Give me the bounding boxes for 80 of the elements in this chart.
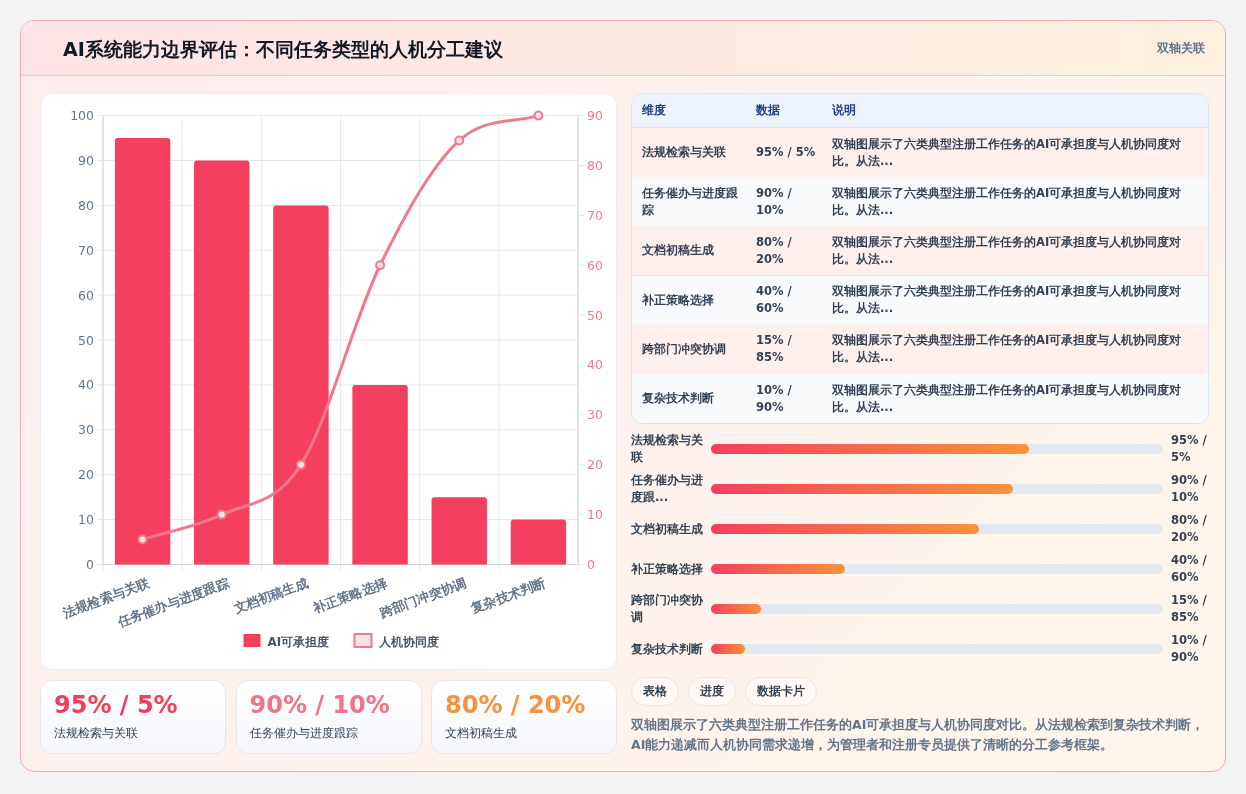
text: 双轴图展示了六类典型注册工作任务的AI可承担度与人机协同度对比。从法规检索到复杂技术判断，AI能力递减而人机协同需求递增，为管理者和注册专员提供了清晰的分工参考框架。: [631, 716, 1206, 754]
point: [375, 260, 386, 271]
text: 双轴关联: [1157, 40, 1205, 57]
chart-title: AI系统能力边界评估：不同任务类型的人机分工建议: [63, 37, 503, 62]
y-tick-label: 60: [78, 287, 95, 303]
bar: [273, 205, 329, 565]
category-label: 跨部门冲突协调: [642, 340, 726, 358]
legend-label: 人机协同度: [377, 634, 439, 649]
x-tick-label: 复杂技术判断: [468, 575, 548, 617]
text: 双轴图展示了六类典型注册工作任务的AI可承担度与人机协同度对比。从法...: [832, 332, 1183, 367]
text: 双轴图展示了六类典型注册工作任务的AI可承担度与人机协同度对比。从法...: [832, 233, 1183, 268]
bar: [431, 497, 487, 565]
data-label: 80% / 20%: [1171, 512, 1208, 546]
text: 双轴图展示了六类典型注册工作任务的AI可承担度与人机协同度对比。从法...: [832, 381, 1183, 416]
text: 95% / 5%: [756, 145, 816, 159]
text: 进度: [688, 677, 736, 706]
point: [295, 459, 306, 470]
bar: [194, 160, 250, 565]
point: [216, 509, 227, 520]
category-label: 任务催办与进度跟踪: [249, 726, 358, 741]
category-label: 文档初稿生成: [445, 726, 517, 741]
point: [454, 135, 465, 146]
y-tick-label: 90: [78, 152, 95, 168]
text: 90% / 10%: [756, 185, 792, 217]
y2-tick-label: 20: [587, 457, 603, 473]
text: 40% / 60%: [756, 284, 792, 316]
y-tick-label: 70: [78, 242, 95, 258]
y-tick-label: 100: [70, 108, 95, 124]
data-label: 15% / 85%: [1171, 592, 1208, 626]
y-tick-label: 复杂技术判断: [631, 640, 703, 658]
text: 维度: [642, 103, 666, 118]
data-label: 95% / 5%: [1171, 432, 1208, 466]
y2-tick-label: 70: [587, 207, 603, 223]
y-tick-label: 40: [78, 377, 95, 393]
x-tick-label: 文档初稿生成: [230, 575, 310, 617]
y2-tick-label: 40: [587, 357, 603, 373]
text: 双轴图展示了六类典型注册工作任务的AI可承担度与人机协同度对比。从法...: [832, 184, 1183, 219]
y-tick-label: 文档初稿生成: [631, 520, 703, 538]
text: 数据: [756, 103, 780, 118]
y-tick-label: 50: [78, 332, 95, 348]
y-tick-label: 0: [86, 557, 95, 572]
text: 双轴图展示了六类典型注册工作任务的AI可承担度与人机协同度对比。从法...: [832, 135, 1183, 170]
text: 95% / 5%: [54, 691, 178, 719]
text: 80% / 20%: [445, 691, 586, 719]
text: 90% / 10%: [249, 691, 390, 719]
category-label: 法规检索与关联: [54, 726, 138, 741]
y2-tick-label: 60: [587, 257, 603, 273]
point: [137, 534, 148, 545]
category-label: 任务催办与进度跟踪: [642, 184, 739, 219]
y-tick-label: 10: [78, 512, 95, 528]
y-tick-label: 法规检索与关联: [631, 432, 704, 466]
y-tick-label: 30: [78, 422, 95, 438]
y-tick-label: 补正策略选择: [631, 560, 703, 578]
y2-tick-label: 80: [587, 157, 603, 173]
y-tick-label: 20: [78, 467, 95, 483]
bar: [114, 138, 171, 565]
text: 双轴图展示了六类典型注册工作任务的AI可承担度与人机协同度对比。从法...: [832, 283, 1183, 318]
bar: [510, 519, 567, 565]
data-label: 90% / 10%: [1171, 472, 1208, 506]
y2-tick-label: 50: [587, 307, 603, 323]
text: 表格: [631, 677, 679, 706]
text: 说明: [832, 103, 856, 118]
y2-tick-label: 30: [587, 407, 603, 423]
y2-tick-label: 0: [587, 557, 595, 572]
point: [533, 110, 544, 121]
legend-label: AI可承担度: [267, 634, 330, 649]
y-tick-label: 80: [78, 197, 95, 213]
text: 10% / 90%: [756, 382, 792, 414]
y-tick-label: 任务催办与进度跟...: [631, 472, 704, 506]
text: 80% / 20%: [756, 234, 792, 266]
y2-tick-label: 90: [587, 108, 603, 124]
bar: [352, 384, 408, 565]
text: 15% / 85%: [756, 333, 792, 365]
y2-tick-label: 10: [587, 507, 603, 523]
data-label: 40% / 60%: [1171, 552, 1208, 586]
bar: [711, 604, 762, 614]
text: 数据卡片: [745, 677, 817, 706]
data-label: 10% / 90%: [1171, 632, 1208, 666]
bar: [711, 564, 846, 574]
category-label: 法规检索与关联: [642, 144, 726, 161]
